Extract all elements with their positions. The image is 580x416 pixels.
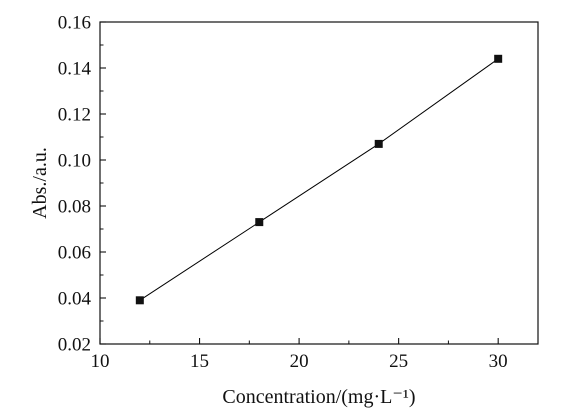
y-tick-label: 0.06 [58, 243, 91, 264]
y-tick-label: 0.08 [58, 197, 91, 218]
data-point-marker [374, 139, 383, 148]
y-tick-label: 0.12 [58, 105, 91, 126]
data-point-marker [494, 54, 503, 63]
series-line [139, 58, 499, 301]
x-tick-label: 25 [389, 351, 408, 372]
y-tick-label: 0.16 [58, 13, 91, 34]
x-axis-title: Concentration/(mg·L⁻¹) [222, 386, 415, 408]
y-tick-label: 0.10 [58, 151, 91, 172]
x-tick-label: 30 [489, 351, 508, 372]
series-layer [135, 54, 503, 305]
x-tick-label: 10 [91, 351, 110, 372]
x-tick-label: 20 [290, 351, 309, 372]
y-tick-label: 0.14 [58, 59, 92, 80]
data-point-marker [255, 218, 264, 227]
y-tick-label: 0.04 [58, 289, 92, 310]
y-axis-ticks: 0.02 0.04 0.06 0.08 0.10 0.12 0.14 0.16 [58, 13, 106, 356]
y-tick-label: 0.02 [58, 335, 91, 356]
x-axis-ticks: 10 15 20 25 30 [91, 338, 508, 372]
data-point-marker [135, 296, 144, 305]
y-axis-title: Abs./a.u. [29, 147, 51, 219]
x-tick-label: 15 [190, 351, 209, 372]
